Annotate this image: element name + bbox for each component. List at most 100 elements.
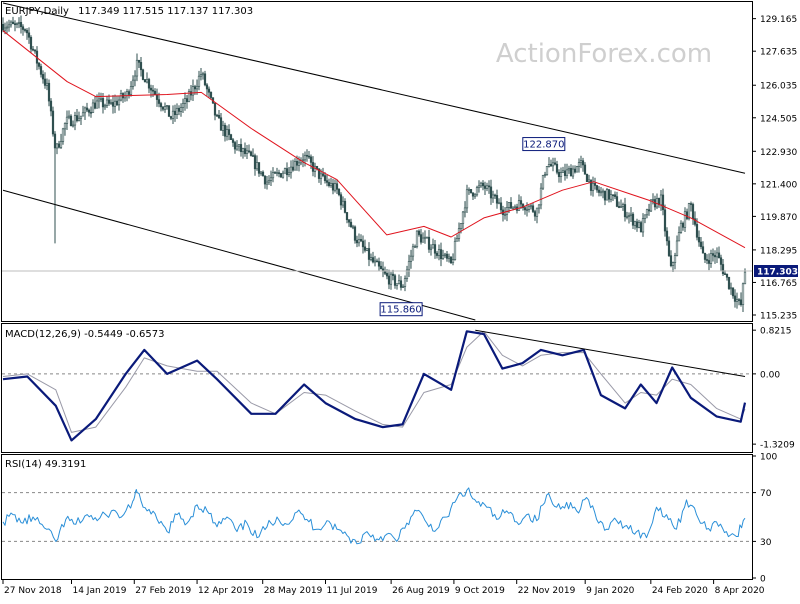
candle-body bbox=[131, 79, 135, 87]
channel-trendline bbox=[2, 2, 746, 174]
moving-average-line bbox=[2, 30, 746, 249]
candle-body bbox=[445, 253, 449, 259]
rsi-y-tick-label: 100 bbox=[760, 453, 777, 463]
candle-body bbox=[667, 240, 671, 256]
candle-body bbox=[171, 110, 175, 119]
candle-body bbox=[483, 185, 487, 189]
candles bbox=[1, 15, 747, 312]
candle-body bbox=[349, 221, 353, 228]
candle-body bbox=[433, 244, 437, 254]
price-annotation-box bbox=[522, 137, 566, 152]
candle-body bbox=[593, 182, 597, 186]
candle-body bbox=[59, 141, 63, 148]
candle-body bbox=[199, 74, 203, 77]
candle-body bbox=[497, 202, 501, 205]
candle-body bbox=[423, 236, 427, 239]
candle-body bbox=[711, 253, 715, 256]
candle-body bbox=[295, 160, 299, 166]
candle-body bbox=[395, 283, 399, 286]
candle-body bbox=[277, 172, 281, 174]
candle-body bbox=[213, 102, 217, 116]
candle-body bbox=[93, 102, 97, 109]
candle-body bbox=[607, 189, 611, 200]
candle-body bbox=[729, 287, 733, 290]
candle-body bbox=[695, 224, 699, 238]
candle-body bbox=[563, 170, 567, 176]
candle-body bbox=[19, 22, 23, 28]
candle-body bbox=[251, 155, 255, 157]
candle-body bbox=[649, 199, 653, 212]
candle-body bbox=[23, 29, 27, 31]
candle-body bbox=[101, 98, 105, 108]
candle-body bbox=[239, 144, 243, 153]
candle-body bbox=[531, 205, 535, 212]
candle-body bbox=[11, 21, 15, 25]
candle-body bbox=[527, 205, 531, 210]
x-tick-label: 24 Feb 2020 bbox=[652, 586, 708, 596]
candle-body bbox=[37, 62, 41, 67]
candle-body bbox=[347, 219, 351, 223]
candle-body bbox=[441, 254, 445, 260]
candle-body bbox=[619, 206, 623, 208]
candle-body bbox=[335, 183, 339, 190]
candle-body bbox=[743, 271, 747, 285]
candle-body bbox=[385, 273, 389, 277]
candle-body bbox=[115, 100, 119, 106]
candle-body bbox=[367, 248, 371, 260]
candle-body bbox=[419, 234, 423, 243]
candle-body bbox=[569, 168, 573, 177]
candle-body bbox=[15, 22, 19, 25]
candle-body bbox=[537, 204, 541, 209]
watermark: ActionForex.com bbox=[496, 39, 712, 69]
candle-body bbox=[579, 160, 583, 163]
current-price-tag bbox=[754, 265, 798, 278]
x-tick-label: 27 Nov 2018 bbox=[4, 586, 62, 596]
candle-body bbox=[391, 273, 395, 276]
candle-body bbox=[553, 162, 557, 165]
candle-body bbox=[371, 257, 375, 263]
candle-body bbox=[465, 189, 469, 209]
x-tick-label: 22 Nov 2019 bbox=[518, 586, 576, 596]
price-panel: 129.165 127.635 126.035 124.505 122.930 121.4… bbox=[1, 2, 798, 322]
candle-body bbox=[97, 98, 101, 102]
candle-body bbox=[431, 244, 435, 249]
candle-body bbox=[725, 273, 729, 278]
candle-body bbox=[625, 216, 629, 218]
candle-body bbox=[329, 183, 333, 186]
rsi-y-tick-label: 30 bbox=[760, 538, 772, 548]
candle-body bbox=[671, 262, 675, 266]
candle-body bbox=[421, 237, 425, 243]
candle-body bbox=[507, 202, 511, 208]
candle-body bbox=[389, 273, 393, 285]
candle-body bbox=[397, 280, 401, 285]
candle-body bbox=[451, 259, 455, 264]
candle-body bbox=[503, 213, 507, 216]
candle-body bbox=[435, 252, 439, 256]
candle-body bbox=[699, 241, 703, 247]
candle-body bbox=[107, 99, 111, 104]
candle-body bbox=[283, 168, 287, 174]
candle-body bbox=[293, 160, 297, 171]
candle-body bbox=[1, 23, 5, 31]
candle-body bbox=[85, 107, 89, 111]
candle-body bbox=[307, 155, 311, 158]
candle-body bbox=[513, 206, 517, 209]
candle-body bbox=[635, 221, 639, 228]
candle-body bbox=[567, 168, 571, 171]
candle-body bbox=[345, 212, 349, 221]
macd-y-tick-label: 0.8215 bbox=[760, 327, 792, 337]
candle-body bbox=[643, 214, 647, 219]
candle-body bbox=[181, 103, 185, 108]
candle-body bbox=[241, 148, 245, 153]
candle-body bbox=[665, 230, 669, 242]
candle-body bbox=[9, 21, 13, 26]
ohlc-label: 117.349 117.515 117.137 117.303 bbox=[78, 6, 253, 17]
candle-body bbox=[281, 172, 285, 178]
candle-body bbox=[681, 222, 685, 228]
candle-body bbox=[5, 26, 9, 29]
candle-body bbox=[697, 236, 701, 243]
candle-body bbox=[27, 32, 31, 38]
candle-body bbox=[141, 69, 145, 80]
